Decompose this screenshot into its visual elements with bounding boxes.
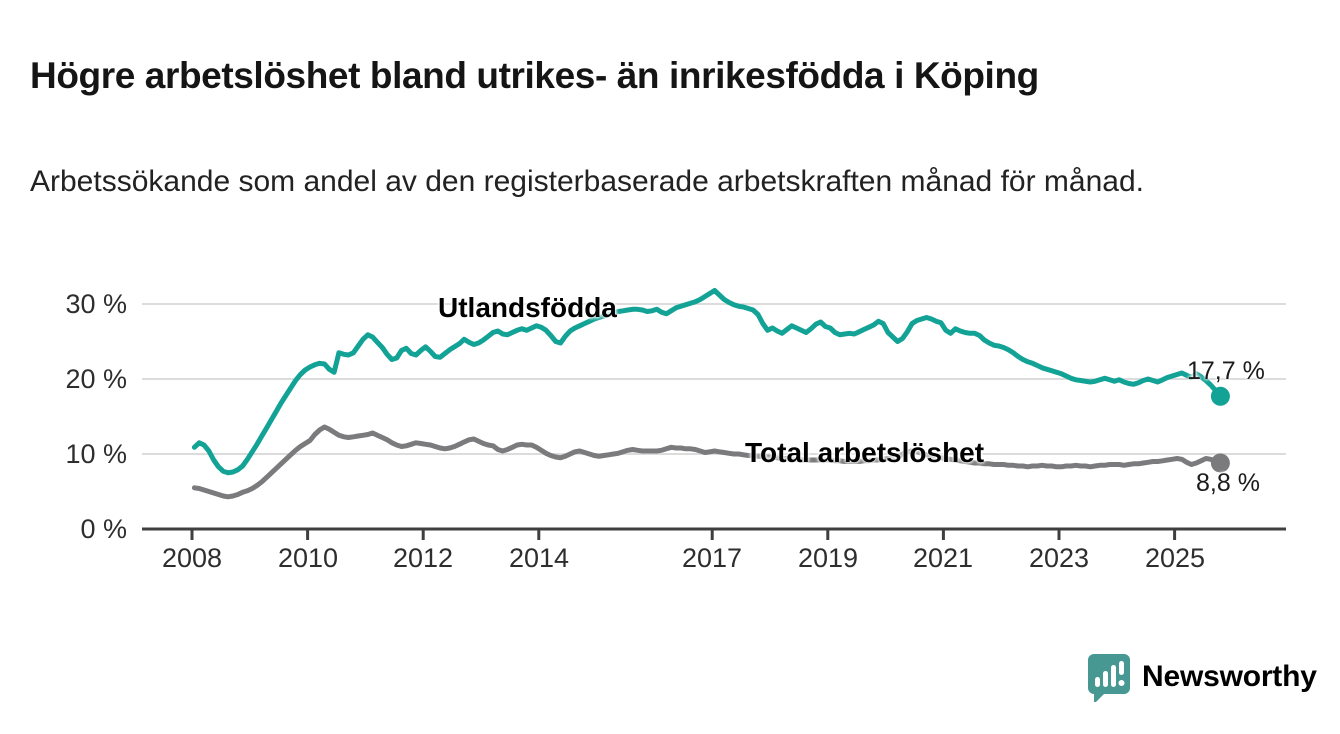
end-value-label-total: 8,8 % [1196, 469, 1260, 497]
x-tick-label: 2025 [1144, 543, 1206, 573]
newsworthy-logo-icon [1088, 654, 1130, 702]
x-tick-label: 2008 [161, 543, 223, 573]
chart-title: Högre arbetslöshet bland utrikes- än inr… [30, 54, 1039, 96]
newsworthy-logo[interactable]: Newsworthy [1086, 652, 1317, 702]
x-tick-label: 2021 [912, 543, 974, 573]
end-dot-total [1210, 453, 1230, 473]
y-tick-label: 10 % [65, 439, 127, 469]
end-value-label-utlandsfodda: 17,7 % [1187, 357, 1265, 385]
x-tick-label: 2010 [277, 543, 339, 573]
chart-subtitle: Arbetssökande som andel av den registerb… [30, 165, 1144, 198]
end-dot-utlandsfodda [1210, 386, 1230, 406]
series-label-utlandsfodda: Utlandsfödda [438, 292, 617, 323]
series-line-utlandsfodda [191, 288, 1223, 476]
x-tick-label: 2019 [797, 543, 859, 573]
x-tick-label: 2012 [392, 543, 454, 573]
x-tick-label: 2017 [681, 543, 743, 573]
series-label-total-arbetsloshet: Total arbetslöshet [745, 437, 985, 468]
x-tick-label: 2023 [1028, 543, 1090, 573]
x-tick-label: 2014 [508, 543, 570, 573]
y-tick-label: 0 % [80, 514, 127, 544]
series-line-total [191, 424, 1223, 500]
newsworthy-logo-text: Newsworthy [1142, 660, 1317, 693]
y-tick-label: 30 % [65, 289, 127, 319]
y-tick-label: 20 % [65, 364, 127, 394]
